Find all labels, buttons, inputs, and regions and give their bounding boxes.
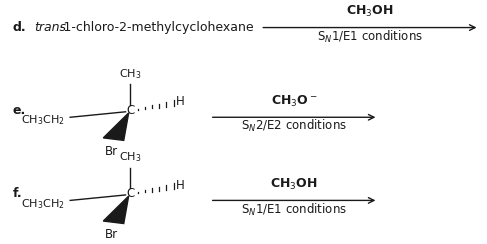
Text: S$_N$1/E1 conditions: S$_N$1/E1 conditions <box>317 29 423 45</box>
Text: H: H <box>176 179 185 192</box>
Polygon shape <box>103 113 129 140</box>
Text: Br: Br <box>105 145 118 158</box>
Polygon shape <box>103 196 129 224</box>
Text: S$_N$2/E2 conditions: S$_N$2/E2 conditions <box>241 118 347 134</box>
Text: CH$_3$: CH$_3$ <box>119 67 142 81</box>
Text: d.: d. <box>12 21 26 34</box>
Text: -1-chloro-2-methylcyclohexane: -1-chloro-2-methylcyclohexane <box>59 21 254 34</box>
Text: C: C <box>126 187 134 200</box>
Text: H: H <box>176 95 185 108</box>
Text: CH$_3$CH$_2$: CH$_3$CH$_2$ <box>21 197 65 211</box>
Text: CH$_3$: CH$_3$ <box>119 151 142 164</box>
Text: e.: e. <box>12 104 26 117</box>
Text: S$_N$1/E1 conditions: S$_N$1/E1 conditions <box>241 202 347 218</box>
Text: trans: trans <box>34 21 66 34</box>
Text: CH$_3$O$^-$: CH$_3$O$^-$ <box>271 93 318 109</box>
Text: CH$_3$CH$_2$: CH$_3$CH$_2$ <box>21 114 65 127</box>
Text: Br: Br <box>105 228 118 241</box>
Text: f.: f. <box>12 187 22 200</box>
Text: CH$_3$OH: CH$_3$OH <box>270 177 318 192</box>
Text: CH$_3$OH: CH$_3$OH <box>346 4 393 19</box>
Text: C: C <box>126 104 134 117</box>
